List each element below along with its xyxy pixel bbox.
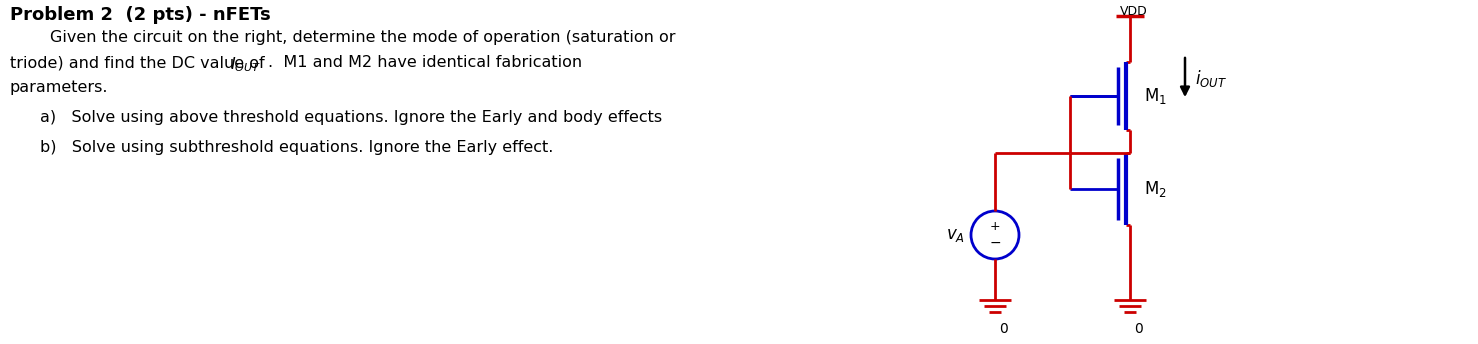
Text: parameters.: parameters. [10,80,108,95]
Text: b)   Solve using subthreshold equations. Ignore the Early effect.: b) Solve using subthreshold equations. I… [40,140,553,155]
Text: +: + [990,219,1001,233]
Text: a)   Solve using above threshold equations. Ignore the Early and body effects: a) Solve using above threshold equations… [40,110,662,125]
Text: VDD: VDD [1120,5,1148,18]
Text: 0: 0 [1134,322,1142,336]
Text: $i_{OUT}$: $i_{OUT}$ [1196,67,1227,88]
Text: Given the circuit on the right, determine the mode of operation (saturation or: Given the circuit on the right, determin… [50,30,675,45]
Text: 0: 0 [999,322,1008,336]
Text: M$_2$: M$_2$ [1144,179,1166,199]
Text: $\mathit{I}_{OUT}$: $\mathit{I}_{OUT}$ [231,55,262,74]
Text: −: − [989,236,1001,250]
Text: M$_1$: M$_1$ [1144,86,1168,106]
Text: Problem 2  (2 pts) - nFETs: Problem 2 (2 pts) - nFETs [10,6,270,24]
Text: triode) and find the DC value of: triode) and find the DC value of [10,55,270,70]
Text: $v_A$: $v_A$ [946,226,965,244]
Text: .  M1 and M2 have identical fabrication: . M1 and M2 have identical fabrication [268,55,582,70]
